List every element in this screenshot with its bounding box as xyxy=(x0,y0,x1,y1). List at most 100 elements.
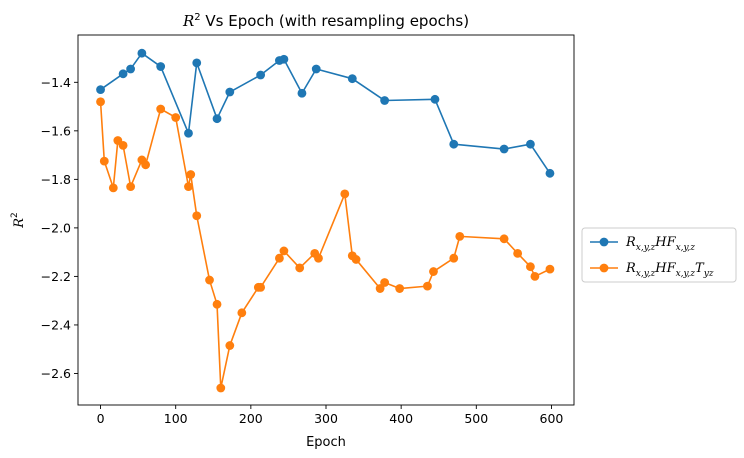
legend-item-1: Rx,y,zHFx,y,z xyxy=(590,235,695,253)
series-2-point xyxy=(108,183,118,193)
series-1-point xyxy=(225,87,235,97)
series-2 xyxy=(96,97,555,393)
series-2-point xyxy=(375,284,385,293)
series-1-point xyxy=(96,85,105,94)
series-2-point xyxy=(340,189,350,199)
y-tick-label: −2.2 xyxy=(41,269,71,284)
series-2-point xyxy=(295,263,305,273)
legend-label: Rx,y,zHFx,y,z xyxy=(625,235,695,253)
title-r: R xyxy=(182,12,194,30)
series-1-point xyxy=(526,139,535,149)
series-2-point xyxy=(275,253,284,263)
series-1-point xyxy=(545,168,555,178)
series-2-point xyxy=(423,281,432,291)
series-2-point xyxy=(314,253,323,263)
series-1-point xyxy=(156,62,166,71)
x-tick-label: 600 xyxy=(540,411,564,426)
series-1-point xyxy=(256,70,266,80)
series-2-point xyxy=(118,140,128,150)
legend-subscript: x,y,z xyxy=(676,269,696,279)
series-2-point xyxy=(513,248,523,258)
x-tick-label: 200 xyxy=(239,411,263,426)
series-2-point xyxy=(237,308,247,318)
series-2-point xyxy=(192,211,202,221)
series-1-point xyxy=(380,96,390,105)
series-2-point xyxy=(545,264,555,274)
legend-marker xyxy=(599,263,609,273)
series-2-point xyxy=(141,160,151,170)
series-1-point xyxy=(184,128,193,138)
axes: 0 100 200 300 400 500 600 −2.6 −2.4 −2.2 −2.0 −1.8 −… xyxy=(10,12,575,450)
series-1 xyxy=(96,48,555,178)
legend-subscript: x,y,z xyxy=(636,269,656,279)
legend-subscript: x,y,z xyxy=(636,243,656,253)
legend-subscript: yz xyxy=(703,269,714,279)
series-2-point xyxy=(449,253,459,263)
series-2-point xyxy=(171,113,181,122)
series-1-point xyxy=(212,114,222,124)
x-axis-label: Epoch xyxy=(306,435,346,450)
series-1-point xyxy=(279,54,289,64)
legend-box xyxy=(581,227,737,283)
x-tick-label: 0 xyxy=(97,411,105,426)
series-1-point xyxy=(297,88,307,98)
x-tick-label: 400 xyxy=(389,411,413,426)
plot-frame xyxy=(77,34,575,406)
y-tick-label: −1.8 xyxy=(41,172,71,187)
series-1-point xyxy=(449,139,459,149)
series-2-point xyxy=(216,383,226,393)
series-2-point xyxy=(351,255,361,264)
series-1-point xyxy=(118,69,128,79)
chart-title: R2 Vs Epoch (with resampling epochs) xyxy=(182,12,469,30)
legend-symbol: R xyxy=(625,261,636,276)
series-2-line xyxy=(99,101,551,389)
series-2-point xyxy=(212,299,222,309)
series-2-point xyxy=(279,246,289,256)
y-tick-label: −2.0 xyxy=(41,220,71,235)
y-tick-label: −2.4 xyxy=(41,317,71,332)
legend-symbol: HF xyxy=(654,261,676,276)
y-tick-label: −1.4 xyxy=(41,75,71,90)
series-2-point xyxy=(99,156,109,166)
legend: Rx,y,zHFx,y,zRx,y,zHFx,y,zTyz xyxy=(581,227,737,283)
series-2-point xyxy=(499,234,509,244)
y-tick-label: −1.6 xyxy=(41,123,71,138)
legend-symbol: HF xyxy=(654,235,676,250)
series-1-point xyxy=(126,64,136,74)
series-2-point xyxy=(526,262,535,272)
series-2-point xyxy=(380,278,390,287)
y-tick-label: −2.6 xyxy=(41,366,71,381)
y-axis-label: R2 xyxy=(10,212,27,229)
series-2-point xyxy=(395,284,405,293)
x-tick-label: 500 xyxy=(464,411,488,426)
series-2-point xyxy=(429,267,438,276)
legend-subscript: x,y,z xyxy=(676,243,696,253)
series-1-point xyxy=(430,94,440,104)
series-1-point xyxy=(137,48,147,58)
series-1-point xyxy=(192,58,202,68)
title-rest: Vs Epoch (with resampling epochs) xyxy=(201,12,469,30)
series-1-point xyxy=(347,74,357,84)
x-tick-label: 300 xyxy=(314,411,338,426)
legend-marker xyxy=(599,237,609,247)
series-2-point xyxy=(225,341,235,350)
legend-label: Rx,y,zHFx,y,zTyz xyxy=(625,261,714,279)
series-2-point xyxy=(530,272,540,281)
series-2-point xyxy=(256,282,266,292)
series-2-point xyxy=(205,275,214,285)
plot-area xyxy=(96,48,555,393)
legend-symbol: T xyxy=(695,261,705,276)
series-2-point xyxy=(156,104,166,114)
series-1-point xyxy=(499,144,509,154)
y-label-r: R xyxy=(12,218,27,229)
series-2-point xyxy=(96,97,105,107)
y-label-sup: 2 xyxy=(10,212,20,218)
title-sup: 2 xyxy=(194,12,200,23)
legend-symbol: R xyxy=(625,235,636,250)
series-2-point xyxy=(126,182,136,192)
series-1-point xyxy=(311,64,321,74)
legend-item-2: Rx,y,zHFx,y,zTyz xyxy=(590,261,714,279)
series-2-point xyxy=(455,231,465,241)
